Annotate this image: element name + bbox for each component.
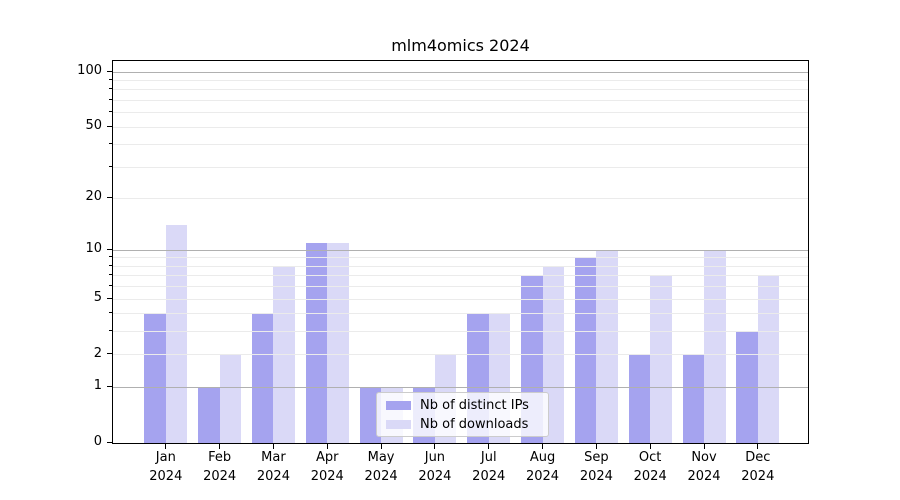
gridline-minor-2 (113, 354, 808, 356)
gridlines-layer (113, 61, 808, 443)
x-tick-feb (219, 444, 221, 449)
y-tick-label-100: 100 (77, 63, 102, 79)
gridline-major-100 (113, 71, 808, 73)
bar-nb-of-downloads-sep (596, 250, 618, 443)
y-tick-2 (107, 353, 112, 355)
x-tick-mar (272, 444, 274, 449)
bar-nb-of-distinct-ips-jan (144, 313, 166, 443)
x-tick-label-jan: Jan 2024 (149, 450, 183, 484)
gridline-minor-3 (113, 331, 808, 333)
gridline-minor-20 (113, 197, 808, 199)
legend-label-distinct-ips: Nb of distinct IPs (420, 397, 529, 413)
gridline-minor-70 (113, 99, 808, 101)
y-minor-tick-3 (109, 330, 112, 332)
x-tick-label-feb: Feb 2024 (203, 450, 237, 484)
bar-nb-of-distinct-ips-may (359, 387, 382, 443)
legend-label-downloads: Nb of downloads (420, 416, 529, 432)
y-minor-tick-4 (109, 312, 112, 314)
x-tick-may (380, 444, 382, 449)
bar-nb-of-downloads-jan (165, 225, 188, 443)
x-tick-jun (434, 444, 436, 449)
x-tick-label-may: May 2024 (364, 450, 398, 484)
bar-nb-of-downloads-oct (650, 275, 672, 443)
x-tick-jul (488, 444, 490, 449)
x-tick-oct (649, 444, 651, 449)
bar-nb-of-distinct-ips-oct (628, 354, 651, 443)
y-tick-label-0: 0 (93, 434, 102, 449)
gridline-minor-7 (113, 275, 808, 277)
y-tick-label-10: 10 (85, 241, 102, 257)
y-tick-1 (107, 385, 112, 387)
y-tick-label-1: 1 (93, 378, 102, 394)
gridline-minor-30 (113, 166, 808, 168)
bar-nb-of-downloads-apr (327, 243, 349, 443)
x-tick-label-sep: Sep 2024 (579, 450, 613, 484)
x-tick-label-jun: Jun 2024 (418, 450, 452, 484)
plot-area (112, 60, 809, 444)
y-minor-tick-30 (109, 165, 112, 167)
x-tick-label-oct: Oct 2024 (633, 450, 667, 484)
y-tick-label-5: 5 (93, 290, 102, 305)
x-tick-label-aug: Aug 2024 (525, 450, 560, 484)
legend-swatch-downloads (386, 419, 411, 429)
bar-nb-of-distinct-ips-mar (251, 313, 274, 443)
x-tick-label-dec: Dec 2024 (741, 450, 775, 484)
x-tick-apr (326, 444, 328, 449)
y-minor-tick-80 (109, 88, 112, 90)
x-tick-sep (595, 444, 597, 449)
y-minor-tick-8 (109, 264, 112, 266)
x-tick-jan (165, 444, 167, 449)
legend-entry-distinct-ips: Nb of distinct IPs (386, 397, 539, 413)
y-minor-tick-90 (109, 79, 112, 80)
gridline-minor-50 (113, 126, 808, 128)
y-minor-tick-6 (109, 285, 112, 287)
gridline-minor-4 (113, 313, 808, 315)
bar-nb-of-distinct-ips-feb (198, 387, 220, 443)
y-tick-5 (107, 297, 112, 299)
chart-title: mlm4omics 2024 (391, 36, 530, 55)
y-minor-tick-40 (109, 143, 112, 145)
gridline-minor-90 (113, 80, 808, 81)
bar-nb-of-distinct-ips-nov (682, 354, 704, 443)
x-tick-label-apr: Apr 2024 (310, 450, 344, 484)
y-tick-label-2: 2 (93, 345, 102, 361)
legend: Nb of distinct IPs Nb of downloads (376, 392, 549, 437)
gridline-minor-9 (113, 257, 808, 259)
x-tick-label-mar: Mar 2024 (256, 450, 290, 484)
y-tick-50 (107, 125, 112, 127)
y-tick-label-20: 20 (85, 189, 102, 205)
y-tick-0 (107, 441, 112, 443)
gridline-minor-60 (113, 112, 808, 114)
x-tick-nov (703, 444, 705, 449)
gridline-major-1 (113, 386, 808, 388)
bar-nb-of-downloads-nov (704, 250, 726, 443)
y-tick-20 (107, 196, 112, 198)
y-tick-100 (107, 70, 112, 72)
gridline-minor-8 (113, 265, 808, 267)
gridline-minor-40 (113, 144, 808, 146)
bar-nb-of-distinct-ips-sep (574, 257, 597, 443)
x-tick-dec (757, 444, 759, 449)
x-tick-aug (542, 444, 544, 449)
gridline-major-10 (113, 249, 808, 251)
gridline-minor-5 (113, 298, 808, 300)
y-minor-tick-9 (109, 256, 112, 258)
bar-nb-of-downloads-dec (757, 275, 780, 443)
gridline-minor-80 (113, 89, 808, 91)
legend-entry-downloads: Nb of downloads (386, 416, 539, 432)
gridline-minor-6 (113, 286, 808, 288)
y-tick-10 (107, 248, 112, 250)
bar-nb-of-distinct-ips-apr (305, 243, 328, 443)
y-minor-tick-60 (109, 111, 112, 113)
x-tick-label-nov: Nov 2024 (687, 450, 721, 484)
x-tick-label-jul: Jul 2024 (472, 450, 506, 484)
y-tick-label-50: 50 (85, 118, 102, 134)
y-minor-tick-70 (109, 98, 112, 100)
y-minor-tick-7 (109, 274, 112, 276)
legend-swatch-distinct-ips (386, 400, 411, 410)
bar-nb-of-downloads-feb (219, 354, 242, 443)
